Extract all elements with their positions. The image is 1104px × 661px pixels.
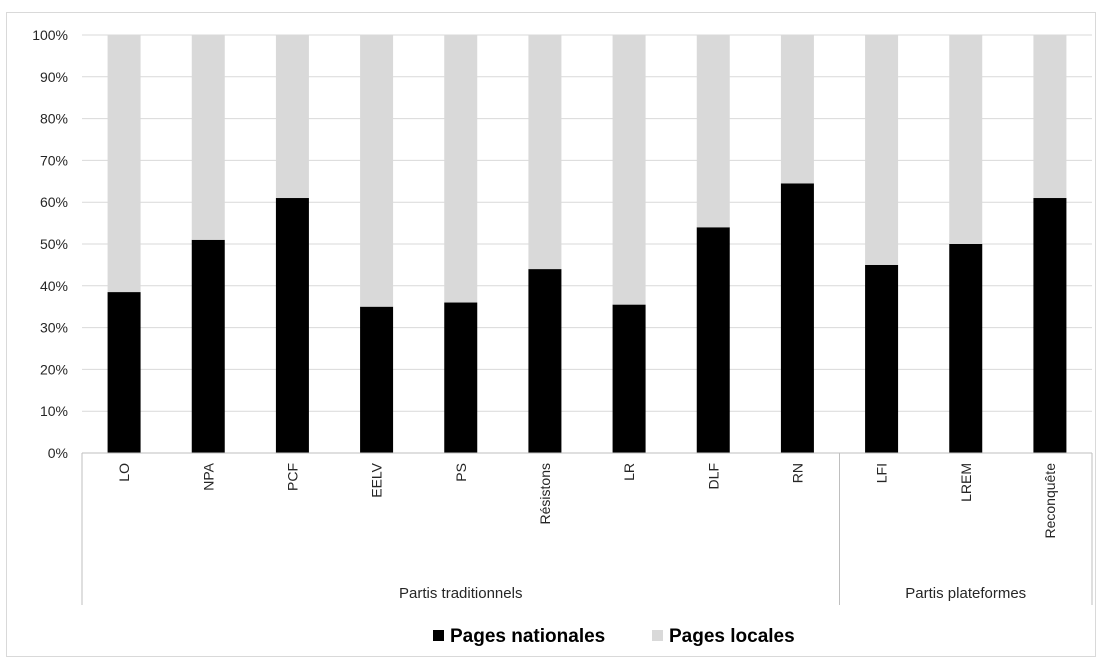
x-tick-label: LO: [116, 463, 132, 482]
x-tick-label: Résistons: [537, 463, 553, 524]
y-tick-label: 100%: [32, 27, 68, 43]
bar-locales: [360, 35, 394, 307]
bar-nationales: [360, 306, 394, 453]
x-tick-label: PS: [453, 463, 469, 482]
legend-swatch-locales: [652, 630, 663, 641]
bar-nationales: [780, 183, 814, 453]
x-tick-label: LREM: [958, 463, 974, 502]
bar-locales: [528, 35, 562, 270]
y-tick-label: 40%: [40, 278, 68, 294]
x-tick-label: LR: [621, 463, 637, 481]
bar-nationales: [528, 269, 562, 453]
bars: [107, 35, 1067, 453]
bar-locales: [865, 35, 899, 265]
bar-locales: [107, 35, 141, 293]
y-tick-label: 20%: [40, 361, 68, 377]
y-axis-ticks: 0% 10% 20% 30% 40% 50% 60% 70% 80% 90% 100%: [32, 27, 68, 461]
x-tick-label: PCF: [284, 463, 300, 491]
x-tick-label: DLF: [705, 463, 721, 489]
y-tick-label: 80%: [40, 111, 68, 127]
bar-nationales: [865, 264, 899, 453]
x-tick-label: RN: [789, 463, 805, 483]
legend-swatch-nationales: [433, 630, 444, 641]
bar-locales: [191, 35, 225, 240]
bar-nationales: [191, 239, 225, 453]
legend: Pages nationales Pages locales: [433, 626, 795, 647]
y-tick-label: 0%: [48, 445, 68, 461]
x-axis: LO NPA PCF EELV PS Résistons LR DLF RN LFI LREM Rec…: [81, 452, 1093, 605]
chart-frame: [6, 12, 1096, 657]
y-tick-label: 60%: [40, 194, 68, 210]
bar-nationales: [612, 304, 646, 453]
bar-locales: [1033, 35, 1067, 199]
x-tick-label: EELV: [369, 462, 385, 497]
group-label: Partis plateformes: [905, 585, 1026, 602]
group-label: Partis traditionnels: [399, 585, 522, 602]
bar-locales: [780, 35, 814, 184]
bar-nationales: [107, 292, 141, 453]
legend-label-locales: Pages locales: [669, 626, 795, 647]
bar-nationales: [1033, 198, 1067, 453]
gridlines: [82, 34, 1092, 454]
y-tick-label: 70%: [40, 152, 68, 168]
x-tick-label: LFI: [874, 463, 890, 483]
y-tick-label: 90%: [40, 69, 68, 85]
bar-nationales: [949, 244, 983, 453]
x-tick-label: NPA: [200, 462, 216, 490]
bar-locales: [696, 35, 730, 228]
bar-locales: [949, 35, 983, 244]
y-tick-label: 30%: [40, 320, 68, 336]
legend-label-nationales: Pages nationales: [450, 626, 605, 647]
bar-locales: [612, 35, 646, 305]
y-tick-label: 10%: [40, 403, 68, 419]
y-tick-label: 50%: [40, 236, 68, 252]
bar-locales: [444, 35, 478, 303]
bar-nationales: [275, 198, 309, 453]
bar-nationales: [696, 227, 730, 453]
x-tick-label: Reconquête: [1042, 463, 1058, 539]
bar-nationales: [444, 302, 478, 453]
bar-locales: [275, 35, 309, 199]
